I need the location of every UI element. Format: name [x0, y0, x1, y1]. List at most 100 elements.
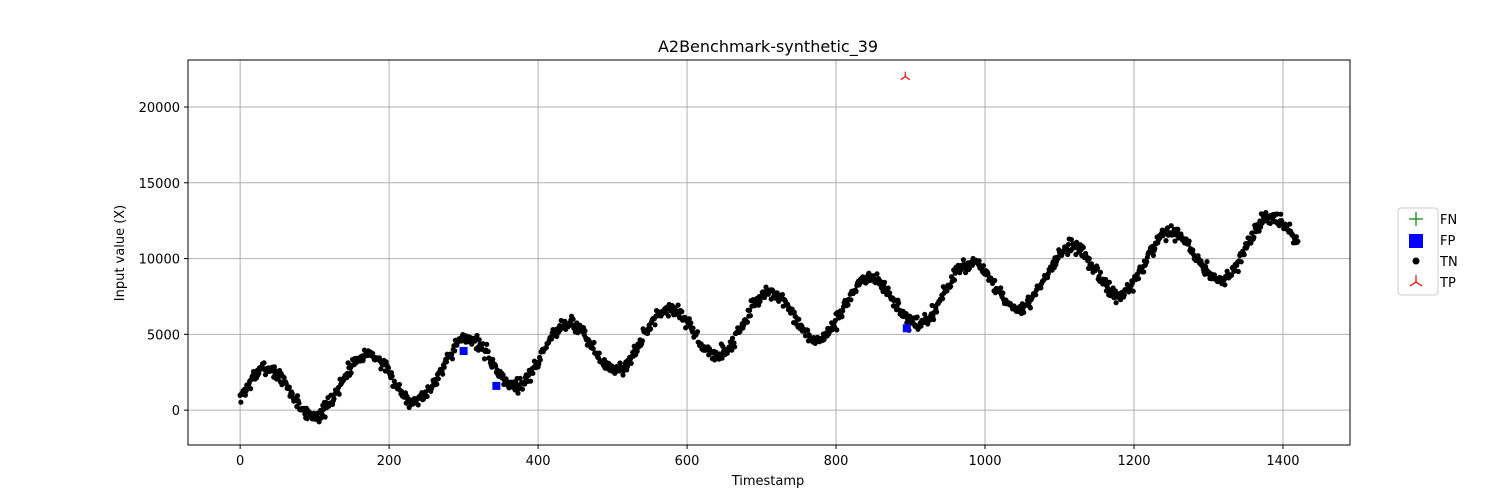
- tn-point: [256, 370, 262, 376]
- tn-point: [914, 314, 920, 320]
- tn-point: [980, 263, 987, 269]
- tn-point: [1113, 300, 1119, 306]
- tn-point: [732, 344, 738, 350]
- tn-point: [242, 392, 248, 398]
- tn-point: [1293, 234, 1299, 240]
- tn-point: [985, 271, 991, 277]
- tn-point: [331, 396, 337, 402]
- legend-marker-tp: [1409, 275, 1423, 287]
- tn-point: [940, 296, 946, 302]
- tn-point: [1065, 251, 1071, 258]
- tn-point: [304, 416, 310, 422]
- tn-point: [948, 283, 954, 289]
- legend-label-tn: TN: [1439, 255, 1458, 270]
- tn-point: [951, 277, 958, 283]
- legend: FN FP TN TP: [1397, 207, 1458, 296]
- tn-point: [839, 314, 845, 320]
- tn-point: [1295, 238, 1301, 244]
- tn-point: [675, 302, 681, 308]
- legend-item-fp: FP: [1409, 234, 1455, 249]
- tn-point: [548, 336, 555, 342]
- legend-item-tp: TP: [1409, 275, 1456, 291]
- tn-point: [1086, 256, 1092, 262]
- tn-point: [998, 285, 1004, 291]
- legend-label-fn: FN: [1440, 213, 1457, 228]
- tn-point: [848, 297, 854, 303]
- y-tick-label: 20000: [139, 101, 180, 116]
- tn-point: [840, 308, 846, 314]
- tn-point: [493, 363, 499, 369]
- legend-marker-tn: [1412, 257, 1420, 265]
- tn-point: [591, 339, 597, 346]
- tn-point: [1097, 269, 1104, 275]
- tn-point: [484, 341, 490, 347]
- tn-point: [903, 311, 909, 317]
- tn-point: [415, 402, 421, 408]
- tn-point: [1106, 279, 1112, 285]
- tn-point: [731, 340, 737, 346]
- tn-point: [1172, 238, 1178, 244]
- tn-point: [931, 316, 937, 323]
- tn-point: [490, 356, 496, 362]
- tn-point: [1065, 241, 1071, 248]
- tn-point: [881, 279, 888, 285]
- tn-point: [648, 326, 654, 332]
- tn-point: [248, 386, 254, 392]
- tn-point: [1152, 245, 1158, 252]
- tn-point: [779, 292, 786, 298]
- tn-point: [441, 364, 447, 370]
- fp-point: [492, 381, 501, 390]
- tn-point: [620, 372, 626, 378]
- axis-ticks: 0 200 400 600 800 1000 1200 1400 0 5000 10000 15000…: [139, 101, 1300, 469]
- tn-point: [796, 316, 802, 322]
- tn-point: [665, 313, 672, 319]
- tn-point: [1141, 269, 1147, 275]
- tn-point: [590, 346, 596, 352]
- tn-point: [449, 351, 455, 358]
- x-tick-label: 600: [675, 454, 700, 469]
- chart-title: A2Benchmark-synthetic_39: [658, 37, 878, 57]
- tn-point: [634, 348, 640, 354]
- tn-point: [286, 384, 292, 390]
- tn-point: [1238, 259, 1244, 265]
- tn-point: [885, 285, 891, 291]
- tn-point: [449, 356, 455, 362]
- tn-point: [1186, 238, 1192, 244]
- tn-point: [834, 327, 840, 333]
- fp-point: [902, 324, 911, 333]
- tn-point: [296, 400, 302, 406]
- tn-point: [1000, 290, 1006, 296]
- tn-point: [517, 375, 523, 381]
- tn-point: [1104, 284, 1110, 290]
- tn-point: [729, 335, 736, 341]
- tn-point: [281, 375, 287, 381]
- tn-point: [934, 309, 940, 315]
- tn-point: [271, 364, 277, 370]
- fp-point: [459, 347, 468, 356]
- tn-point: [294, 393, 301, 399]
- tn-point: [476, 337, 482, 343]
- tn-point: [1021, 309, 1027, 315]
- x-tick-label: 800: [824, 454, 849, 469]
- tn-point: [348, 370, 354, 376]
- tp-point: [900, 71, 911, 81]
- tn-point: [289, 391, 295, 397]
- tp-point-arm: [904, 76, 911, 81]
- tn-point: [744, 319, 751, 325]
- tn-point: [821, 336, 827, 343]
- tn-point: [452, 348, 458, 354]
- legend-marker-fn: [1409, 212, 1423, 226]
- tn-point: [645, 330, 651, 336]
- tn-point: [378, 366, 384, 372]
- x-tick-label: 0: [236, 454, 244, 469]
- tn-point: [1251, 234, 1257, 240]
- data-points: [237, 71, 1301, 425]
- y-tick-label: 0: [172, 404, 180, 419]
- tn-point: [747, 313, 754, 319]
- tn-point: [1068, 237, 1074, 243]
- y-tick-label: 5000: [147, 328, 180, 343]
- tn-point: [1150, 252, 1156, 258]
- x-tick-label: 1400: [1266, 454, 1299, 469]
- tn-point: [238, 399, 244, 405]
